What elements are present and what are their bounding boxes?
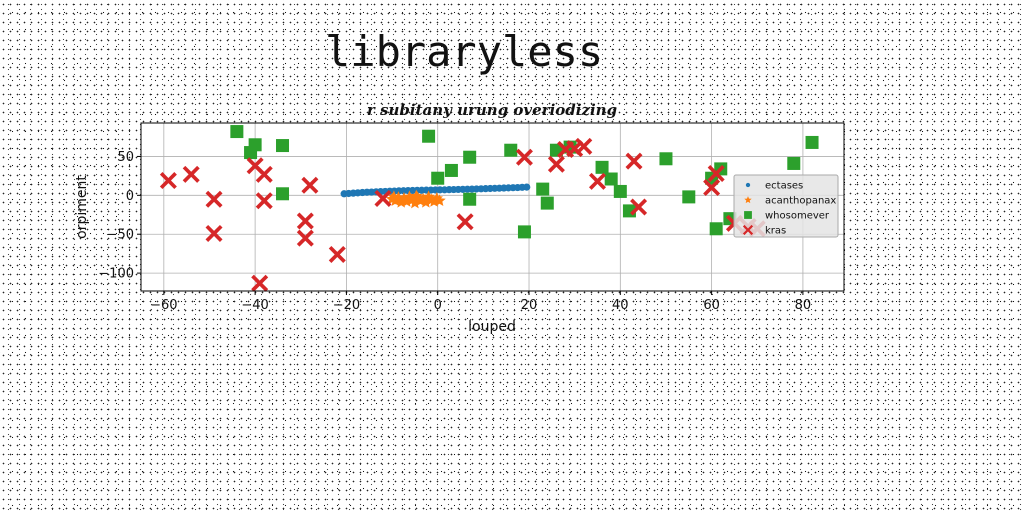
data-point-whosomever bbox=[444, 163, 458, 177]
x-tick-label: 20 bbox=[521, 298, 538, 313]
y-tick-label: −100 bbox=[98, 267, 134, 282]
x-tick-label: −60 bbox=[150, 298, 177, 313]
legend-marker-ectases bbox=[745, 182, 751, 188]
x-tick-label: 40 bbox=[612, 298, 629, 313]
data-point-whosomever bbox=[604, 172, 618, 186]
data-point-whosomever bbox=[787, 156, 801, 170]
data-point-whosomever bbox=[276, 139, 290, 153]
data-point-kras bbox=[547, 155, 565, 173]
x-tick-label: 0 bbox=[434, 298, 442, 313]
legend-label: whosomever bbox=[765, 211, 830, 222]
legend-marker-acanthopanax bbox=[744, 196, 752, 204]
data-point-whosomever bbox=[659, 152, 673, 166]
data-point-kras bbox=[296, 212, 314, 230]
data-point-kras bbox=[703, 179, 721, 197]
data-point-kras bbox=[588, 172, 606, 190]
data-point-kras bbox=[328, 245, 346, 263]
data-point-whosomever bbox=[504, 143, 518, 157]
data-point-whosomever bbox=[431, 171, 445, 185]
series-layer bbox=[159, 125, 819, 292]
data-point-kras bbox=[205, 190, 223, 208]
data-point-kras bbox=[575, 137, 593, 155]
page-headline: libraryless bbox=[325, 27, 603, 76]
data-point-acanthopanax bbox=[387, 190, 401, 203]
data-point-kras bbox=[255, 192, 273, 210]
data-point-kras bbox=[159, 172, 177, 190]
x-tick-label: 60 bbox=[703, 298, 720, 313]
data-point-whosomever bbox=[709, 222, 723, 236]
legend-label: kras bbox=[765, 226, 786, 237]
data-point-whosomever bbox=[463, 150, 477, 164]
x-axis-label: louped bbox=[468, 319, 516, 335]
data-point-acanthopanax bbox=[408, 196, 422, 209]
axis-ticks: −60 −40 −20 0 20 40 60 80 −100 −50 0 50 bbox=[98, 150, 811, 313]
plot-frame bbox=[140, 122, 845, 292]
data-point-kras bbox=[251, 274, 269, 292]
x-tick-label: 80 bbox=[795, 298, 812, 313]
data-point-whosomever bbox=[595, 160, 609, 174]
data-point-acanthopanax bbox=[433, 194, 446, 207]
data-point-kras bbox=[296, 229, 314, 247]
y-tick-label: 0 bbox=[126, 189, 134, 204]
legend-marker-kras bbox=[742, 224, 754, 236]
data-point-kras bbox=[625, 152, 643, 170]
data-point-kras bbox=[707, 165, 725, 183]
series-acanthopanax bbox=[385, 189, 446, 209]
data-point-kras bbox=[374, 189, 392, 207]
y-axis-label: orpiment bbox=[74, 175, 90, 239]
legend: ectases acanthopanax whosomever kras bbox=[733, 174, 839, 238]
legend-label: acanthopanax bbox=[765, 196, 836, 207]
legend-label: ectases bbox=[765, 181, 803, 192]
data-point-whosomever bbox=[276, 187, 290, 201]
data-point-kras bbox=[255, 165, 273, 183]
x-tick-label: −40 bbox=[241, 298, 268, 313]
data-point-whosomever bbox=[248, 138, 262, 152]
y-tick-label: 50 bbox=[117, 150, 134, 165]
data-point-whosomever bbox=[463, 192, 477, 206]
data-point-kras bbox=[456, 213, 474, 231]
data-point-kras bbox=[205, 224, 223, 242]
data-point-kras bbox=[515, 148, 533, 166]
data-point-whosomever bbox=[540, 196, 554, 210]
data-point-whosomever bbox=[805, 135, 819, 149]
data-point-whosomever bbox=[517, 225, 531, 239]
data-point-whosomever bbox=[613, 184, 627, 198]
data-point-acanthopanax bbox=[410, 189, 423, 202]
data-point-acanthopanax bbox=[419, 195, 433, 208]
data-point-kras bbox=[630, 198, 648, 216]
legend-marker-whosomever bbox=[744, 211, 752, 219]
data-point-whosomever bbox=[682, 190, 696, 204]
data-point-whosomever bbox=[230, 125, 244, 139]
data-point-ectases bbox=[523, 183, 531, 191]
data-point-kras bbox=[182, 165, 200, 183]
data-point-kras bbox=[301, 176, 319, 194]
series-kras bbox=[159, 137, 766, 292]
series-ectases bbox=[340, 183, 531, 198]
y-tick-label: −50 bbox=[107, 228, 134, 243]
legend-box bbox=[733, 174, 839, 238]
data-point-whosomever bbox=[422, 129, 436, 143]
chart-title: r subitany urung overiodizing bbox=[367, 101, 617, 119]
data-point-whosomever bbox=[536, 182, 550, 196]
x-tick-label: −20 bbox=[333, 298, 360, 313]
